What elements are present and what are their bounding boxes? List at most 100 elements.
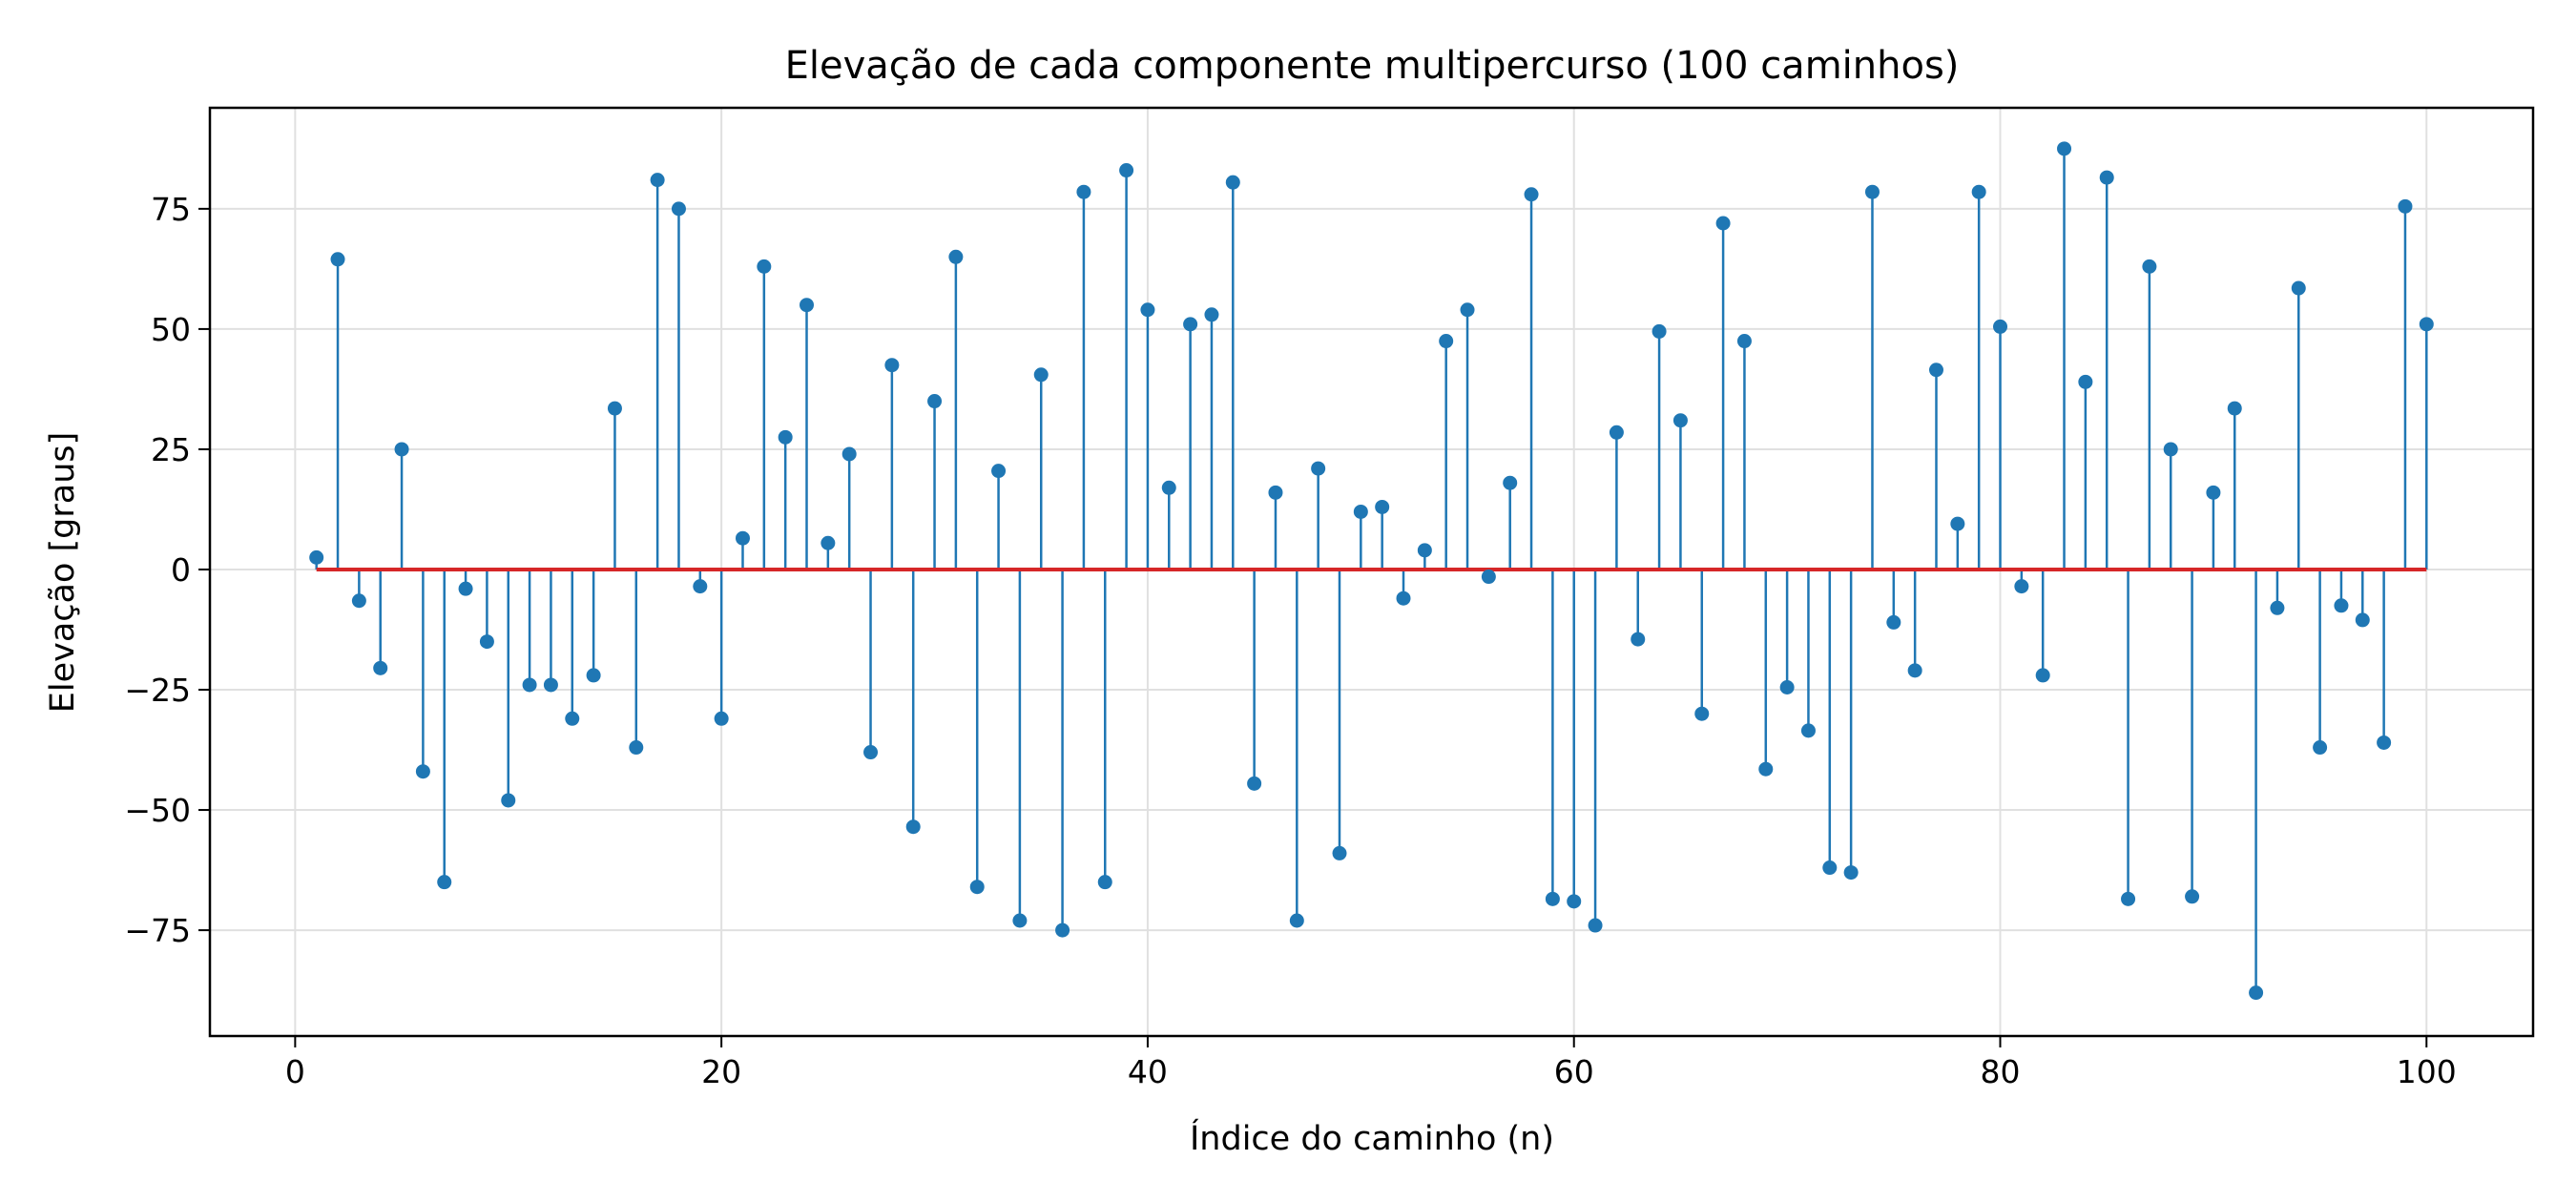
x-tick-label: 20	[701, 1053, 741, 1090]
stem-marker	[522, 677, 537, 693]
x-tick-label: 100	[2397, 1053, 2457, 1090]
stem-marker	[1204, 307, 1219, 322]
stem-marker	[1417, 543, 1432, 558]
y-tick-label: 75	[151, 191, 191, 228]
stem-marker	[1758, 761, 1774, 777]
stem-marker	[863, 745, 879, 760]
stem-marker	[2014, 579, 2029, 594]
stem-marker	[2163, 442, 2178, 457]
stem-marker	[969, 880, 985, 895]
stem-marker	[2313, 740, 2328, 756]
stem-marker	[330, 252, 345, 267]
stem-marker	[2121, 891, 2136, 906]
x-tick-label: 80	[1981, 1053, 2021, 1090]
stem-marker	[1183, 317, 1198, 332]
y-tick-label: −50	[124, 792, 191, 829]
stem-marker	[1928, 363, 1943, 378]
stem-marker	[800, 298, 815, 313]
stem-marker	[1567, 894, 1582, 909]
stem-marker	[543, 677, 558, 693]
y-axis-label: Elevação [graus]	[44, 432, 82, 714]
stem-marker	[629, 740, 644, 756]
stem-lines	[315, 148, 2428, 993]
stem-marker	[1779, 679, 1795, 694]
stem-marker	[841, 446, 857, 462]
stem-marker	[394, 442, 409, 457]
stem-marker	[1588, 918, 1603, 933]
stem-marker	[1119, 163, 1134, 178]
stem-marker	[2057, 141, 2072, 156]
stem-marker	[437, 875, 452, 890]
stem-marker	[735, 530, 750, 546]
stem-marker	[1993, 319, 2008, 334]
stem-marker	[1375, 499, 1390, 514]
x-tick-label: 40	[1128, 1053, 1168, 1090]
stem-marker	[1097, 875, 1112, 890]
stem-marker	[650, 173, 665, 188]
stem-marker	[373, 660, 388, 675]
stem-marker	[2206, 485, 2221, 500]
stem-marker	[1736, 334, 1752, 349]
stem-marker	[309, 549, 324, 565]
stem-marker	[1800, 723, 1816, 738]
stem-marker	[607, 401, 622, 416]
stem-marker	[2291, 280, 2306, 296]
stem-marker	[2334, 598, 2349, 613]
stem-marker	[1076, 184, 1091, 199]
stem-marker	[693, 579, 708, 594]
stem-marker	[948, 249, 964, 264]
stem-marker	[1439, 334, 1454, 349]
stem-marker	[2355, 612, 2370, 628]
stem-marker	[1822, 860, 1838, 876]
stem-marker	[2227, 401, 2242, 416]
stem-marker	[458, 581, 473, 596]
x-tick-label: 60	[1554, 1053, 1594, 1090]
stem-marker	[2270, 600, 2285, 615]
stem-marker	[778, 429, 793, 445]
y-tick-label: 50	[151, 311, 191, 348]
stem-marker	[2099, 170, 2114, 185]
stem-marker	[671, 201, 686, 217]
stem-marker	[821, 535, 836, 550]
stem-marker	[2249, 985, 2264, 1001]
x-axis-label: Índice do caminho (n)	[1190, 1118, 1554, 1158]
stem-marker	[501, 793, 516, 808]
stem-marker	[1652, 323, 1667, 339]
stem-markers	[309, 141, 2434, 1001]
stem-marker	[1289, 913, 1304, 928]
stem-marker	[479, 634, 494, 650]
axis-ticks: 0 20 40 60 80 100 −75 −50 −25 0 25 50 75	[124, 191, 2456, 1090]
stem-marker	[1886, 614, 1901, 630]
stem-marker	[1225, 175, 1240, 190]
y-tick-label: −25	[124, 672, 191, 709]
stem-marker	[1694, 706, 1710, 721]
chart-title: Elevação de cada componente multipercurs…	[785, 44, 1960, 88]
stem-marker	[415, 764, 430, 779]
stem-marker	[1950, 516, 1965, 531]
stem-marker	[884, 358, 900, 373]
stem-marker	[2419, 317, 2434, 332]
stem-marker	[1353, 504, 1368, 519]
stem-marker	[991, 464, 1007, 479]
stem-marker	[1460, 302, 1475, 318]
stem-marker	[586, 668, 601, 683]
stem-marker	[1907, 663, 1922, 678]
y-tick-label: 0	[171, 551, 191, 589]
stem-marker	[2078, 374, 2093, 389]
stem-marker	[1503, 475, 1518, 490]
stem-marker	[565, 711, 580, 726]
stem-marker	[1161, 480, 1176, 495]
stem-marker	[1268, 485, 1283, 500]
stem-marker	[1396, 591, 1411, 606]
plot-area-frame	[208, 106, 2535, 1038]
stem-marker	[2185, 889, 2200, 904]
stem-marker	[351, 593, 366, 609]
stem-marker	[2035, 668, 2050, 683]
stem-marker	[714, 711, 729, 726]
y-tick-label: 25	[151, 431, 191, 468]
stem-marker	[1012, 913, 1028, 928]
stem-marker	[1864, 184, 1880, 199]
x-tick-label: 0	[285, 1053, 305, 1090]
